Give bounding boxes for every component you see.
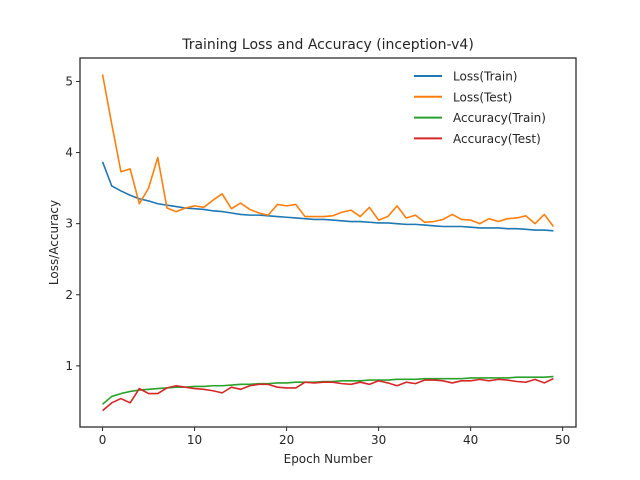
series-layer xyxy=(101,74,555,412)
series-line-0 xyxy=(101,161,554,232)
x-tick-label: 50 xyxy=(555,433,570,447)
chart-title: Training Loss and Accuracy (inception-v4… xyxy=(181,37,474,53)
y-tick-label: 1 xyxy=(65,359,73,373)
x-tick-label: 20 xyxy=(279,433,294,447)
x-axis-label: Epoch Number xyxy=(284,452,373,466)
y-tick-label: 3 xyxy=(65,217,73,231)
y-tick-label: 5 xyxy=(65,74,73,88)
legend-label-2: Accuracy(Train) xyxy=(453,111,546,125)
x-tick-label: 10 xyxy=(187,433,202,447)
y-axis-ticks: 1 2 3 4 5 xyxy=(65,74,80,373)
series-line-3 xyxy=(102,377,554,412)
y-axis-label: Loss/Accuracy xyxy=(47,200,61,285)
y-tick-label: 2 xyxy=(65,288,73,302)
x-axis-ticks: 0 10 20 30 40 50 xyxy=(99,427,570,447)
legend-label-3: Accuracy(Test) xyxy=(453,132,541,146)
x-tick-label: 0 xyxy=(99,433,107,447)
series-line-1 xyxy=(101,74,555,227)
x-tick-label: 30 xyxy=(371,433,386,447)
plot-frame xyxy=(79,57,577,428)
x-tick-label: 40 xyxy=(463,433,478,447)
legend: Loss(Train) Loss(Test) Accuracy(Train) Accu… xyxy=(414,70,546,146)
legend-label-0: Loss(Train) xyxy=(453,70,517,84)
legend-label-1: Loss(Test) xyxy=(453,90,512,104)
y-tick-label: 4 xyxy=(65,146,73,160)
